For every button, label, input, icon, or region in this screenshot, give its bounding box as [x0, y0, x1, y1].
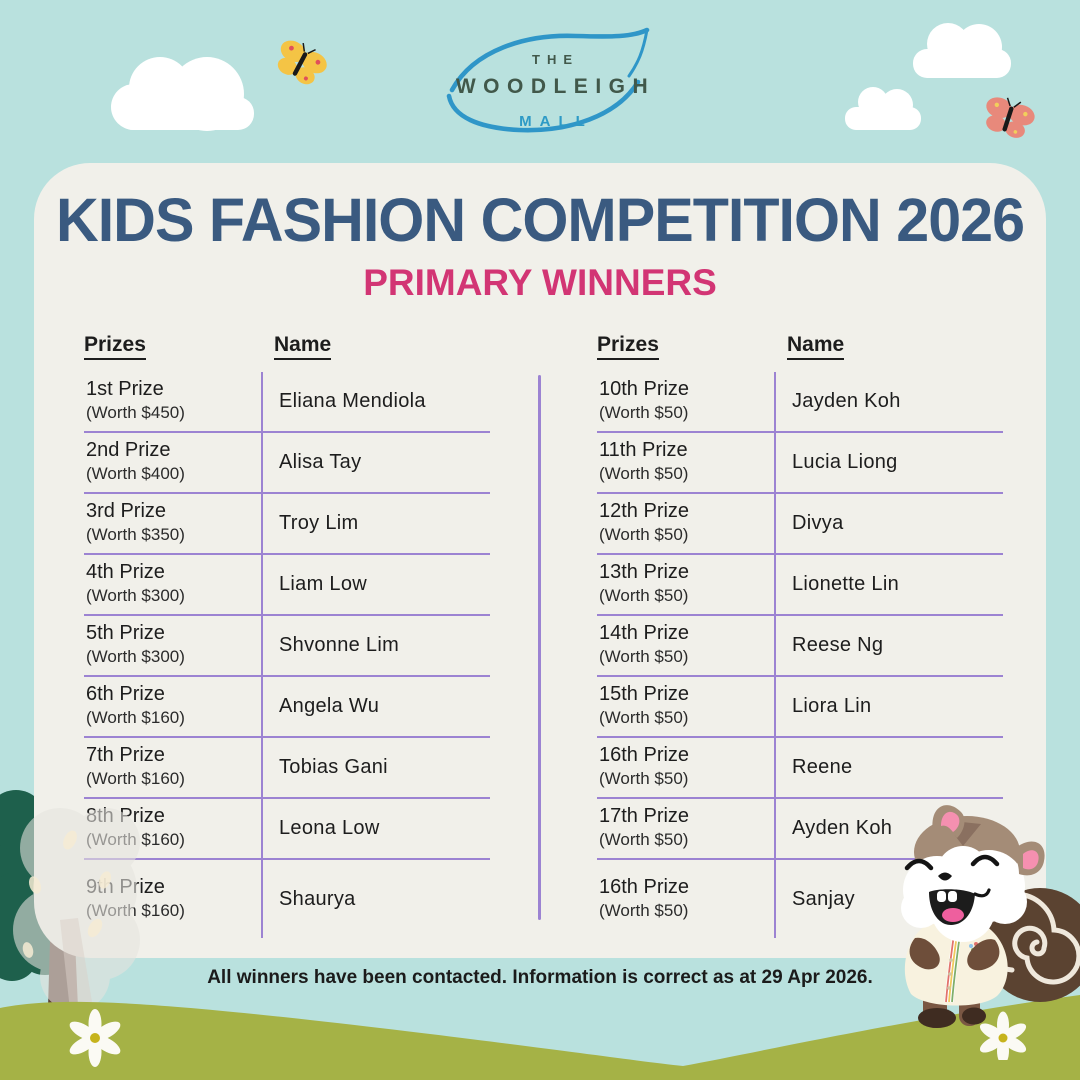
table-row: 9th Prize (Worth $160) Shaurya [84, 858, 490, 938]
prize-label: 11th Prize [599, 439, 688, 461]
prize-label: 7th Prize [86, 744, 165, 766]
winner-name: Liam Low [261, 555, 490, 614]
prize-label: 6th Prize [86, 683, 165, 705]
prize-worth: (Worth $50) [599, 464, 689, 483]
table-row: 4th Prize (Worth $300) Liam Low [84, 553, 490, 614]
prize-worth: (Worth $160) [86, 900, 185, 920]
center-divider [538, 375, 541, 920]
prize-label: 16th Prize [599, 875, 690, 898]
prize-label: 12th Prize [599, 500, 690, 522]
prize-worth: (Worth $50) [599, 830, 689, 849]
table-row: 10th Prize (Worth $50) Jayden Koh [597, 372, 1003, 431]
winner-name: Tobias Gani [261, 738, 490, 797]
prize-label: 8th Prize [86, 805, 165, 827]
prize-worth: (Worth $400) [86, 464, 185, 483]
winner-name: Lucia Liong [774, 433, 1003, 492]
daisy-icon [979, 1011, 1027, 1060]
prize-worth: (Worth $50) [599, 403, 689, 422]
page-subtitle: PRIMARY WINNERS [363, 262, 717, 303]
prize-label: 5th Prize [86, 622, 165, 644]
table-row: 8th Prize (Worth $160) Leona Low [84, 797, 490, 858]
footer-note: All winners have been contacted. Informa… [207, 967, 873, 988]
prize-worth: (Worth $50) [599, 769, 689, 788]
column-header-prizes: Prizes [597, 333, 659, 360]
winners-table-left: Prizes Name 1st Prize (Worth $450) Eliana … [84, 333, 490, 938]
table-row: 1st Prize (Worth $450) Eliana Mendiola [84, 372, 490, 431]
prize-worth: (Worth $50) [599, 586, 689, 605]
winner-name: Troy Lim [261, 494, 490, 553]
prize-worth: (Worth $350) [86, 525, 185, 544]
logo-mall: MALL [519, 113, 593, 130]
table-row: 12th Prize (Worth $50) Divya [597, 492, 1003, 553]
cloud-icon [111, 57, 254, 131]
winner-name: Reese Ng [774, 616, 1003, 675]
winner-name: Shvonne Lim [261, 616, 490, 675]
table-row: 17th Prize (Worth $50) Ayden Koh [597, 797, 1003, 858]
prize-label: 10th Prize [599, 378, 690, 400]
page-title: KIDS FASHION COMPETITION 2026 [55, 186, 1025, 254]
table-row: 7th Prize (Worth $160) Tobias Gani [84, 736, 490, 797]
table-row: 13th Prize (Worth $50) Lionette Lin [597, 553, 1003, 614]
winner-name: Jayden Koh [774, 372, 1003, 431]
winner-name: Angela Wu [261, 677, 490, 736]
prize-label: 4th Prize [86, 561, 165, 583]
winners-table-right: Prizes Name 10th Prize (Worth $50) Jayden … [597, 333, 1003, 938]
prize-label: 15th Prize [599, 683, 690, 705]
prize-label: 16th Prize [599, 744, 690, 766]
logo-swoosh-icon [446, 27, 650, 133]
table-row: 5th Prize (Worth $300) Shvonne Lim [84, 614, 490, 675]
logo-the: THE [532, 52, 579, 67]
cloud-icon [913, 23, 1011, 78]
winner-name: Alisa Tay [261, 433, 490, 492]
winners-panel: KIDS FASHION COMPETITION 2026 PRIMARY WI… [34, 163, 1046, 958]
column-header-name: Name [274, 333, 332, 360]
winner-name: Divya [774, 494, 1003, 553]
prize-worth: (Worth $300) [86, 586, 185, 605]
prize-label: 13th Prize [599, 561, 690, 583]
table-row: 14th Prize (Worth $50) Reese Ng [597, 614, 1003, 675]
prize-worth: (Worth $50) [599, 900, 689, 920]
prize-worth: (Worth $450) [86, 403, 185, 422]
winner-name: Eliana Mendiola [261, 372, 490, 431]
prize-worth: (Worth $50) [599, 708, 689, 727]
table-row: 3rd Prize (Worth $350) Troy Lim [84, 492, 490, 553]
prize-worth: (Worth $160) [86, 769, 185, 788]
table-row: 15th Prize (Worth $50) Liora Lin [597, 675, 1003, 736]
table-row: 6th Prize (Worth $160) Angela Wu [84, 675, 490, 736]
prize-worth: (Worth $160) [86, 830, 185, 849]
prize-label: 3rd Prize [86, 500, 167, 522]
logo-woodleigh: WOODLEIGH [455, 75, 656, 98]
prize-label: 2nd Prize [86, 439, 171, 461]
prize-worth: (Worth $160) [86, 708, 185, 727]
winner-name: Lionette Lin [774, 555, 1003, 614]
prize-label: 1st Prize [86, 378, 164, 400]
prize-worth: (Worth $50) [599, 647, 689, 666]
winner-name: Ayden Koh [774, 799, 1003, 858]
daisy-icon [69, 1009, 121, 1067]
prize-label: 9th Prize [86, 875, 165, 898]
table-row: 11th Prize (Worth $50) Lucia Liong [597, 431, 1003, 492]
column-header-prizes: Prizes [84, 333, 146, 360]
butterfly-yellow-icon [277, 40, 327, 85]
butterfly-coral-icon [986, 97, 1035, 138]
winner-name: Shaurya [261, 860, 490, 938]
cloud-icon [845, 87, 921, 130]
prize-label: 14th Prize [599, 622, 690, 644]
woodleigh-logo: THE WOODLEIGH MALL [430, 26, 674, 140]
column-header-name: Name [787, 333, 845, 360]
prize-label: 17th Prize [599, 805, 690, 827]
table-row: 16th Prize (Worth $50) Sanjay [597, 858, 1003, 938]
winner-name: Liora Lin [774, 677, 1003, 736]
table-row: 16th Prize (Worth $50) Reene [597, 736, 1003, 797]
winner-name: Sanjay [774, 860, 1003, 938]
prize-worth: (Worth $50) [599, 525, 689, 544]
prize-worth: (Worth $300) [86, 647, 185, 666]
winner-name: Leona Low [261, 799, 490, 858]
winner-name: Reene [774, 738, 1003, 797]
table-row: 2nd Prize (Worth $400) Alisa Tay [84, 431, 490, 492]
